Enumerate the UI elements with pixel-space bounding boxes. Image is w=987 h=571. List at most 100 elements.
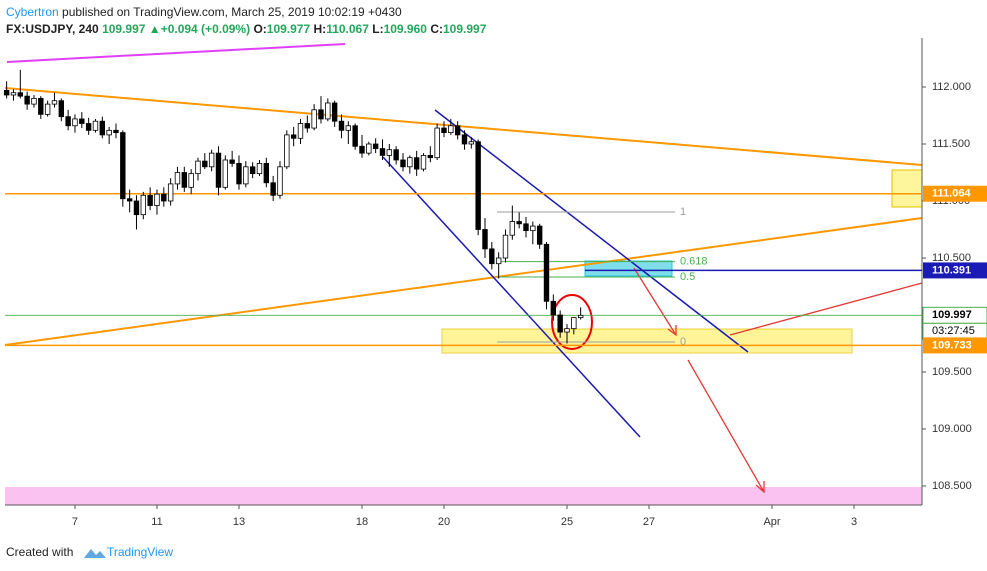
change: +0.094 (+0.09%) xyxy=(161,22,250,36)
candle-body xyxy=(359,145,365,154)
candle-body xyxy=(256,162,263,175)
candle-body xyxy=(366,143,372,154)
candle-body xyxy=(106,129,112,136)
candle-body xyxy=(536,225,543,245)
candle-body xyxy=(229,159,235,164)
h: 110.067 xyxy=(326,22,369,36)
symbol: FX:USDJPY, 240 xyxy=(6,22,99,36)
footer-created: Created with xyxy=(6,545,73,559)
trendline xyxy=(4,217,923,346)
candle-body xyxy=(284,134,290,168)
price-box-label: 109.733 xyxy=(932,339,972,351)
candle-body xyxy=(161,193,167,202)
candle-body xyxy=(17,92,24,97)
candle-body xyxy=(489,248,495,265)
candle-body xyxy=(564,328,570,333)
candle-body xyxy=(270,182,276,196)
candle-body xyxy=(468,141,475,145)
x-tick-label: 11 xyxy=(151,516,162,528)
candle-body xyxy=(3,90,10,96)
candle-body xyxy=(352,125,358,147)
price-box-label: 110.391 xyxy=(932,264,971,276)
candle-body xyxy=(65,116,71,127)
candle-body xyxy=(10,92,17,96)
fib-label: 0.618 xyxy=(680,256,708,268)
candle-body xyxy=(571,317,577,330)
arrow xyxy=(729,282,923,336)
candle-body xyxy=(475,141,481,230)
x-tick-label: 3 xyxy=(851,516,857,528)
arrow xyxy=(633,267,677,337)
candle-body xyxy=(277,166,283,196)
x-tick-label: 18 xyxy=(356,516,368,528)
candle-body xyxy=(290,134,297,139)
candle-body xyxy=(222,159,229,188)
author: Cybertron xyxy=(6,5,59,19)
c-label: C: xyxy=(430,22,443,36)
l-label: L: xyxy=(372,22,383,36)
candle-body xyxy=(85,123,92,131)
cyan-zone xyxy=(584,260,673,277)
candle-body xyxy=(420,155,427,170)
candle-body xyxy=(297,123,304,139)
candle-body xyxy=(92,120,99,131)
drawings xyxy=(4,43,923,505)
candle-body xyxy=(495,257,502,265)
candle-body xyxy=(461,134,468,145)
logo xyxy=(84,549,106,558)
candle-body xyxy=(249,166,256,175)
y-tick-label: 112.000 xyxy=(932,81,971,93)
candle-body xyxy=(263,162,270,184)
channel-line xyxy=(434,109,749,353)
candle-body xyxy=(413,157,420,170)
candle-body xyxy=(304,123,311,129)
countdown: 03:27:45 xyxy=(932,325,975,337)
candle-body xyxy=(441,127,447,134)
candle-body xyxy=(195,160,201,175)
candle-body xyxy=(133,200,140,216)
candle-body xyxy=(345,125,352,131)
candle-body xyxy=(372,143,379,149)
candle-body xyxy=(557,314,563,333)
candle-body xyxy=(113,129,119,134)
candle-body xyxy=(202,160,208,168)
y-tick-label: 109.000 xyxy=(932,423,972,435)
fib-label: 0 xyxy=(680,336,686,348)
candle-body xyxy=(126,198,133,202)
candle-body xyxy=(318,109,324,120)
price-box xyxy=(923,262,987,279)
arrow: ▲ xyxy=(149,22,161,36)
candle-body xyxy=(509,221,516,236)
x-tick-label: 7 xyxy=(72,516,78,528)
price-box-label: 109.997 xyxy=(932,309,972,321)
candle-body xyxy=(154,193,160,206)
candle-body xyxy=(31,98,37,105)
y-tick-label: 108.500 xyxy=(932,480,972,492)
x-tick-label: Apr xyxy=(763,516,780,528)
candle-body xyxy=(51,100,58,105)
candle-body xyxy=(448,125,454,134)
price-box xyxy=(923,185,987,202)
trendline xyxy=(4,87,923,166)
o: 109.977 xyxy=(267,22,311,36)
circle xyxy=(551,294,593,350)
last: 109.997 xyxy=(102,22,146,36)
footer-brand: TradingView xyxy=(107,545,173,559)
pink-zone xyxy=(5,487,922,505)
l: 109.960 xyxy=(384,22,428,36)
candle-body xyxy=(523,223,529,232)
candle-body xyxy=(311,109,317,129)
candle-body xyxy=(325,102,331,120)
arrows xyxy=(633,267,923,494)
candle-body xyxy=(99,120,106,136)
x-tick-label: 27 xyxy=(643,516,655,528)
candle-body xyxy=(44,103,51,115)
candle-body xyxy=(427,155,434,159)
candle-body xyxy=(167,183,174,202)
candle-body xyxy=(188,173,194,188)
candle-body xyxy=(400,159,406,168)
c: 109.997 xyxy=(443,22,487,36)
candle-body xyxy=(72,118,78,127)
candle-body xyxy=(79,118,85,124)
